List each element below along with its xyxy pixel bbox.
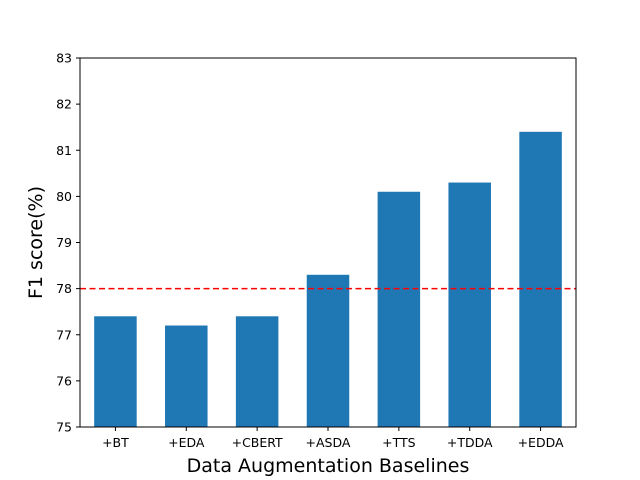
y-tick-label: 77 [56,327,72,342]
y-tick-label: 82 [56,97,72,112]
x-axis-label: Data Augmentation Baselines [187,455,470,477]
y-tick-label: 76 [56,373,72,388]
y-tick-label: 78 [56,281,72,296]
y-axis-label: F1 score(%) [25,186,47,299]
x-tick-label: +EDDA [518,435,564,450]
y-tick-label: 79 [56,235,72,250]
x-tick-label: +TTS [382,435,416,450]
bar-cbert [235,316,279,427]
y-tick-label: 75 [56,420,72,435]
x-axis-ticks: +BT +EDA +CBERT +ASDA +TTS +TDDA +EDDA [102,427,564,450]
bar-tts [377,191,421,427]
x-tick-label: +BT [102,435,129,450]
x-tick-label: +ASDA [306,435,351,450]
bars-group [94,131,562,428]
y-tick-label: 80 [56,189,72,204]
plot-area-frame [79,57,577,428]
bar-bt [94,316,137,427]
x-tick-label: +CBERT [232,435,283,450]
x-tick-label: +TDDA [447,435,493,450]
bar-asda [306,274,350,427]
bar-tdda [448,182,491,427]
y-axis-ticks: 75 76 77 78 79 80 81 82 83 [56,51,80,435]
x-tick-label: +EDA [168,435,205,450]
y-tick-label: 81 [56,143,72,158]
bar-edda [519,131,562,428]
y-tick-label: 83 [56,51,72,66]
bar-eda [165,325,208,427]
